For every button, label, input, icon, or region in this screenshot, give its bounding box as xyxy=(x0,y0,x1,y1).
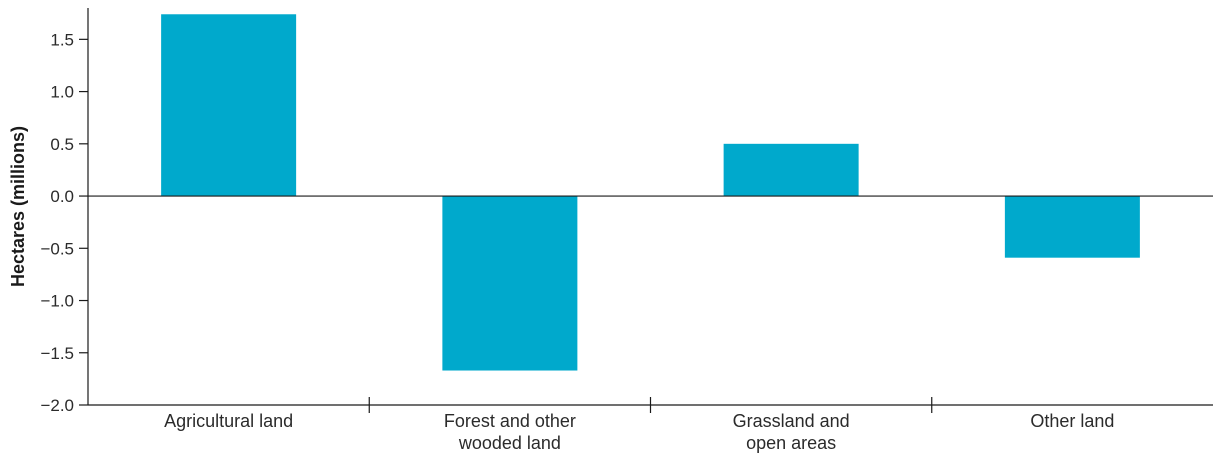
x-ticks-group: Agricultural land Forest and other wooded … xyxy=(164,397,1114,453)
x-category-label-line: Agricultural land xyxy=(164,411,293,431)
x-category-label-line: Grassland and xyxy=(733,411,850,431)
y-tick-label: 0.0 xyxy=(50,187,74,206)
y-tick-label: −0.5 xyxy=(40,239,74,258)
x-category-label-line: Other land xyxy=(1030,411,1114,431)
y-tick-label: −2.0 xyxy=(40,396,74,415)
bars-group xyxy=(161,14,1140,371)
y-tick-label: −1.0 xyxy=(40,292,74,311)
y-axis-title: Hectares (millions) xyxy=(8,126,28,287)
y-tick-label: 1.0 xyxy=(50,83,74,102)
bar-1 xyxy=(442,196,578,371)
y-tick-label: 1.5 xyxy=(50,30,74,49)
x-category-label: Other land xyxy=(1030,411,1114,431)
x-category-label: Forest and other wooded land xyxy=(444,411,576,453)
x-category-label: Grassland and open areas xyxy=(733,411,850,453)
x-category-label: Agricultural land xyxy=(164,411,293,431)
bar-2 xyxy=(723,143,859,197)
x-category-label-line: open areas xyxy=(746,433,836,453)
bar-0 xyxy=(161,14,297,197)
x-category-label-line: Forest and other xyxy=(444,411,576,431)
y-ticks-group: 1.5 1.0 0.5 0.0 −0.5 −1.0 −1.5 −2.0 xyxy=(40,30,88,415)
x-category-label-line: wooded land xyxy=(458,433,561,453)
y-tick-label: 0.5 xyxy=(50,135,74,154)
y-tick-label: −1.5 xyxy=(40,344,74,363)
bar-3 xyxy=(1004,196,1140,258)
